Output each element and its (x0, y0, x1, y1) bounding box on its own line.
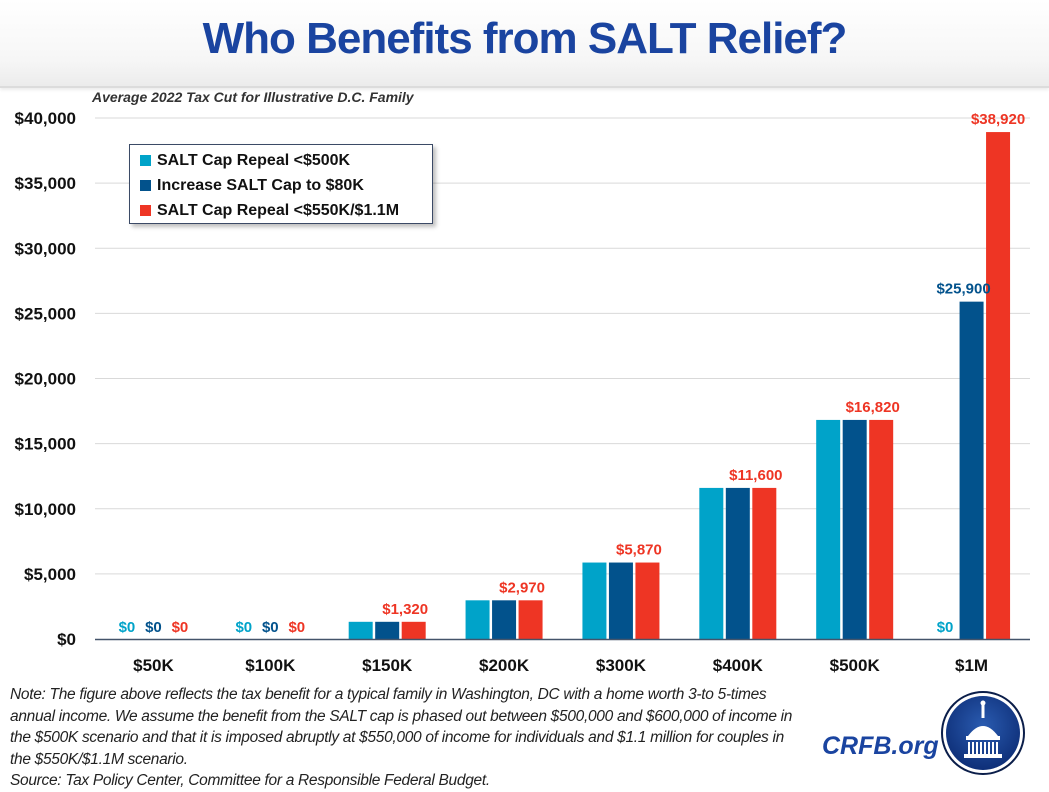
data-labels: $0 $0 $0 $0 $0 $0 $1,320 $2,970 $5,870 $11,600 $16… (119, 111, 1026, 636)
legend-swatch-red (140, 205, 151, 216)
legend-item: SALT Cap Repeal <$550K/$1.1M (140, 198, 432, 223)
bar (375, 621, 400, 639)
data-label: $0 (145, 619, 162, 636)
data-label: $0 (937, 619, 954, 636)
data-label: $1,320 (382, 601, 428, 618)
page-title: Who Benefits from SALT Relief? (202, 14, 848, 63)
data-label: $38,920 (971, 111, 1025, 128)
bar-chart: $0 $5,000 $10,000 $15,000 $20,000 $25,000 $30,… (15, 109, 1030, 675)
bar (401, 621, 426, 639)
chart-legend: SALT Cap Repeal <$500K Increase SALT Cap… (129, 144, 433, 224)
legend-item: SALT Cap Repeal <$500K (140, 148, 432, 173)
bar (959, 301, 984, 639)
x-tick-label: $400K (713, 656, 764, 675)
data-label: $2,970 (499, 579, 545, 596)
x-tick-label: $50K (133, 656, 174, 675)
bar (725, 487, 750, 639)
x-tick-label: $300K (596, 656, 647, 675)
legend-label: Increase SALT Cap to $80K (157, 176, 364, 194)
bar (518, 600, 543, 639)
data-label: $0 (119, 619, 136, 636)
y-tick-label: $10,000 (15, 500, 76, 519)
footnote: Note: The figure above reflects the tax … (10, 684, 800, 792)
bar (816, 419, 841, 639)
bar (869, 419, 894, 639)
capitol-dome-icon (941, 691, 1025, 775)
bar (752, 487, 777, 639)
x-tick-label: $150K (362, 656, 413, 675)
bar (582, 562, 607, 639)
bar (986, 132, 1011, 639)
y-tick-label: $30,000 (15, 239, 76, 258)
data-label: $0 (288, 619, 305, 636)
bars (348, 132, 1011, 639)
source-text: Source: Tax Policy Center, Committee for… (10, 772, 490, 789)
legend-item: Increase SALT Cap to $80K (140, 173, 432, 198)
bar (699, 487, 724, 639)
data-label: $0 (262, 619, 279, 636)
y-tick-label: $5,000 (24, 565, 76, 584)
bar (348, 621, 373, 639)
data-label: $0 (235, 619, 252, 636)
y-tick-label: $35,000 (15, 174, 76, 193)
x-tick-label: $500K (830, 656, 881, 675)
data-label: $11,600 (729, 467, 782, 484)
header-banner: Who Benefits from SALT Relief? (0, 0, 1049, 88)
brand-link[interactable]: CRFB.org (822, 732, 939, 760)
y-axis-ticks: $0 $5,000 $10,000 $15,000 $20,000 $25,000 $30,… (15, 109, 76, 649)
x-axis-ticks: $50K $100K $150K $200K $300K $400K $500K $1M (133, 656, 988, 675)
legend-label: SALT Cap Repeal <$500K (157, 151, 351, 169)
y-tick-label: $15,000 (15, 435, 76, 454)
data-label: $0 (172, 619, 189, 636)
data-label: $25,900 (936, 281, 990, 298)
bar (492, 600, 517, 639)
x-tick-label: $1M (955, 656, 988, 675)
bar (465, 600, 490, 639)
x-tick-label: $100K (245, 656, 296, 675)
chart-subtitle: Average 2022 Tax Cut for Illustrative D.… (92, 89, 414, 105)
x-tick-label: $200K (479, 656, 530, 675)
bar (635, 562, 660, 639)
y-tick-label: $25,000 (15, 304, 76, 323)
y-tick-label: $20,000 (15, 370, 76, 389)
data-label: $16,820 (846, 399, 900, 416)
bar (608, 562, 633, 639)
y-tick-label: $0 (57, 630, 76, 649)
note-text: Note: The figure above reflects the tax … (10, 686, 793, 768)
bar (842, 419, 867, 639)
legend-label: SALT Cap Repeal <$550K/$1.1M (157, 201, 400, 219)
legend-swatch-dark-blue (140, 180, 151, 191)
legend-swatch-light-blue (140, 155, 151, 166)
y-tick-label: $40,000 (15, 109, 76, 128)
data-label: $5,870 (616, 542, 662, 559)
